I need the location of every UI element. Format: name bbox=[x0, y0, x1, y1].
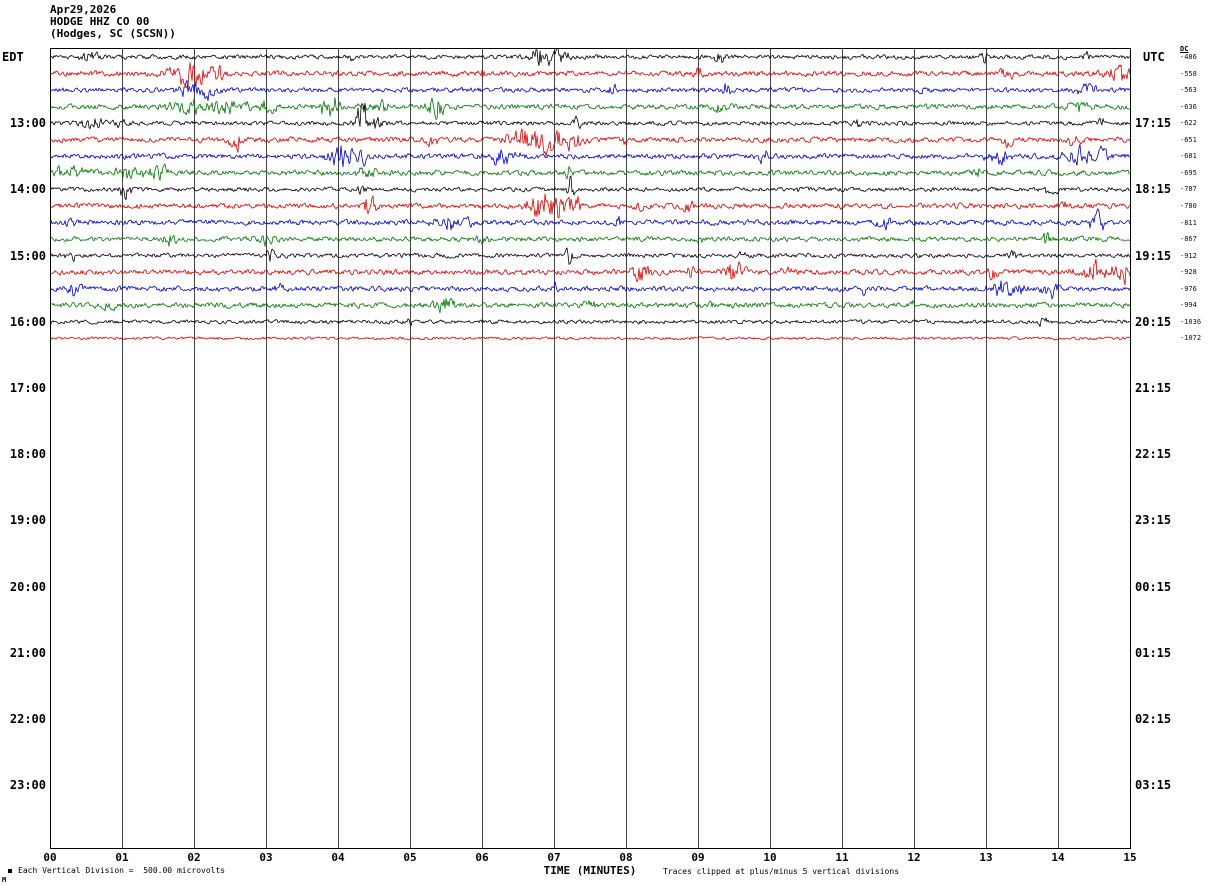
seismic-trace-3-green bbox=[50, 97, 1131, 120]
right-hour-label: 19:15 bbox=[1135, 248, 1172, 263]
seismic-trace-16-black bbox=[50, 317, 1131, 328]
left-hour-label: 20:00 bbox=[9, 579, 46, 594]
seismogram-plot bbox=[50, 48, 1131, 849]
seismic-trace-5-red bbox=[50, 128, 1131, 157]
x-axis-title: TIME (MINUTES) bbox=[543, 864, 637, 877]
seismic-trace-8-black bbox=[50, 175, 1131, 201]
x-tick-label: 05 bbox=[403, 851, 417, 864]
station-code: HODGE HHZ CO 00 bbox=[50, 15, 150, 28]
plot-date: Apr29,2026 bbox=[50, 3, 117, 16]
right-hour-label: 21:15 bbox=[1135, 381, 1172, 395]
seismic-trace-13-red bbox=[50, 258, 1131, 286]
title-block: Apr29,2026 HODGE HHZ CO 00 (Hodges, SC (… bbox=[50, 4, 176, 40]
x-tick-label: 12 bbox=[907, 851, 921, 864]
seismic-trace-0-black bbox=[50, 48, 1131, 67]
x-tick-label: 04 bbox=[331, 851, 345, 864]
dc-offset-value: -622 bbox=[1180, 119, 1197, 128]
seismic-trace-14-blue bbox=[50, 280, 1131, 300]
dc-offset-value: -486 bbox=[1180, 53, 1197, 61]
dc-offset-value: -681 bbox=[1180, 152, 1197, 161]
x-tick-label: 09 bbox=[691, 851, 705, 864]
dc-offset-value: -651 bbox=[1180, 135, 1197, 144]
right-hour-label: 00:15 bbox=[1135, 579, 1172, 594]
seismic-trace-1-red bbox=[50, 62, 1131, 89]
left-hour-label: 21:00 bbox=[9, 645, 46, 660]
scale-marker-icon bbox=[8, 869, 12, 873]
right-hour-label: 18:15 bbox=[1135, 182, 1172, 197]
right-hour-label: 20:15 bbox=[1135, 314, 1172, 329]
seismic-trace-2-blue bbox=[50, 79, 1131, 102]
dc-offset-value: -780 bbox=[1180, 201, 1197, 210]
left-hour-label: 17:00 bbox=[9, 381, 46, 395]
right-hour-label: 03:15 bbox=[1135, 778, 1172, 793]
clipping-note: Traces clipped at plus/minus 5 vertical … bbox=[663, 867, 900, 876]
x-tick-label: 07 bbox=[547, 851, 561, 864]
corner-mark: M bbox=[2, 876, 7, 884]
vertical-scale-note: Each Vertical Division = 500.00 microvol… bbox=[18, 866, 226, 875]
dc-offset-value: -695 bbox=[1180, 168, 1197, 177]
dc-offset-value: -928 bbox=[1180, 268, 1197, 277]
left-hour-label: 22:00 bbox=[9, 712, 46, 726]
seismogram-plot-area bbox=[50, 48, 1131, 849]
left-hour-label: 13:00 bbox=[9, 116, 46, 131]
dc-offset-value: -563 bbox=[1180, 86, 1197, 95]
x-tick-label: 13 bbox=[979, 851, 993, 864]
left-hour-label: 18:00 bbox=[9, 447, 46, 462]
x-tick-label: 00 bbox=[43, 851, 57, 864]
x-tick-label: 14 bbox=[1051, 851, 1065, 864]
seismic-traces bbox=[50, 48, 1131, 341]
x-tick-label: 11 bbox=[835, 851, 849, 864]
seismic-trace-11-green bbox=[50, 231, 1131, 247]
dc-offset-value: -994 bbox=[1180, 301, 1197, 310]
seismic-trace-6-blue bbox=[50, 143, 1131, 168]
x-tick-label: 03 bbox=[259, 851, 273, 864]
right-hour-label: 01:15 bbox=[1135, 645, 1172, 660]
x-tick-label: 08 bbox=[619, 851, 633, 864]
x-tick-label: 01 bbox=[115, 851, 129, 864]
dc-offset-value: -1036 bbox=[1180, 317, 1202, 326]
dc-offset-value: -636 bbox=[1180, 102, 1197, 111]
dc-offset-value: -976 bbox=[1180, 284, 1197, 293]
seismic-trace-15-green bbox=[50, 297, 1131, 314]
left-hour-label: 23:00 bbox=[9, 778, 46, 793]
station-location: (Hodges, SC (SCSN)) bbox=[50, 27, 176, 40]
seismic-trace-4-black bbox=[50, 102, 1131, 130]
left-hour-label: 19:00 bbox=[9, 513, 46, 528]
dc-offset-value: -867 bbox=[1180, 235, 1197, 244]
right-hour-label: 17:15 bbox=[1135, 116, 1172, 131]
seismic-trace-9-red bbox=[50, 193, 1131, 219]
right-hour-label: 22:15 bbox=[1135, 447, 1172, 462]
left-timezone-label: EDT bbox=[2, 50, 24, 64]
seismic-trace-17-red bbox=[50, 336, 1131, 341]
right-hour-label: 23:15 bbox=[1135, 513, 1172, 528]
plot-border bbox=[50, 48, 1131, 849]
left-hour-label: 16:00 bbox=[9, 314, 46, 329]
x-tick-label: 02 bbox=[187, 851, 201, 864]
dc-offset-header: DC bbox=[1180, 45, 1189, 53]
seismic-trace-12-black bbox=[50, 247, 1131, 265]
dc-offset-value: -912 bbox=[1180, 251, 1197, 260]
seismic-trace-7-green bbox=[50, 163, 1130, 181]
left-hour-label: 15:00 bbox=[9, 248, 46, 263]
x-tick-label: 15 bbox=[1123, 851, 1137, 864]
seismic-trace-10-blue bbox=[50, 208, 1131, 231]
dc-offset-value: -1072 bbox=[1180, 334, 1202, 343]
dc-offset-value: -811 bbox=[1180, 218, 1197, 227]
dc-offset-value: -558 bbox=[1180, 69, 1197, 78]
dc-offset-value: -787 bbox=[1180, 185, 1197, 194]
minute-gridlines bbox=[50, 48, 1131, 848]
right-timezone-label: UTC bbox=[1143, 50, 1165, 64]
x-tick-label: 06 bbox=[475, 851, 489, 864]
right-hour-label: 02:15 bbox=[1135, 712, 1172, 726]
x-tick-label: 10 bbox=[763, 851, 777, 864]
left-hour-label: 14:00 bbox=[9, 182, 46, 197]
